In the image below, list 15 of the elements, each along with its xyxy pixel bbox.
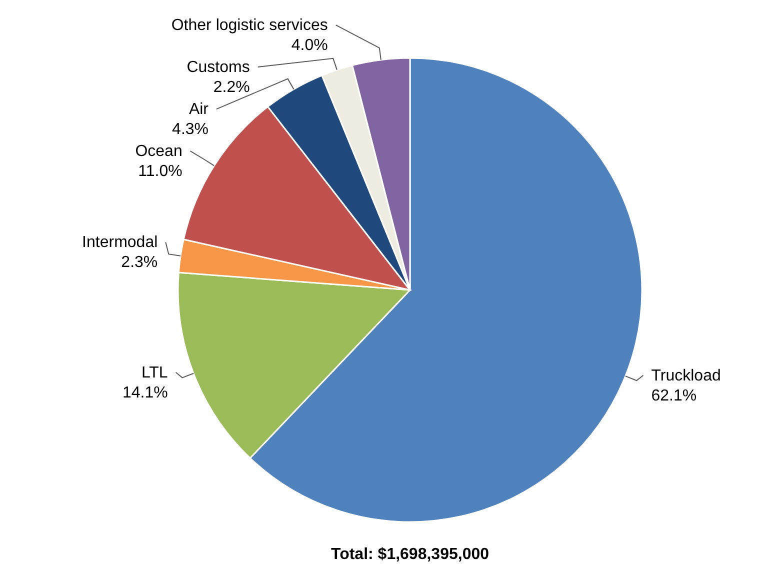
text: Total: $1,698,395,000 xyxy=(330,546,490,563)
data-label: 4.3% xyxy=(172,121,209,138)
slice-label: Other logistic services xyxy=(171,17,328,34)
slice-label: Ocean xyxy=(135,143,182,160)
slice-label: LTL xyxy=(141,364,168,382)
data-label: 14.1% xyxy=(122,384,168,402)
slice-label: Air xyxy=(188,101,210,118)
slice-label: Intermodal xyxy=(82,234,158,252)
data-label: 11.0% xyxy=(138,163,182,180)
data-label: 2.2% xyxy=(213,79,250,96)
data-label: 4.0% xyxy=(291,37,328,54)
data-label: 62.1% xyxy=(651,387,697,404)
slice-label: Customs xyxy=(186,59,250,76)
slice-label: Truckload xyxy=(651,367,721,384)
data-label: 2.3% xyxy=(121,254,158,272)
